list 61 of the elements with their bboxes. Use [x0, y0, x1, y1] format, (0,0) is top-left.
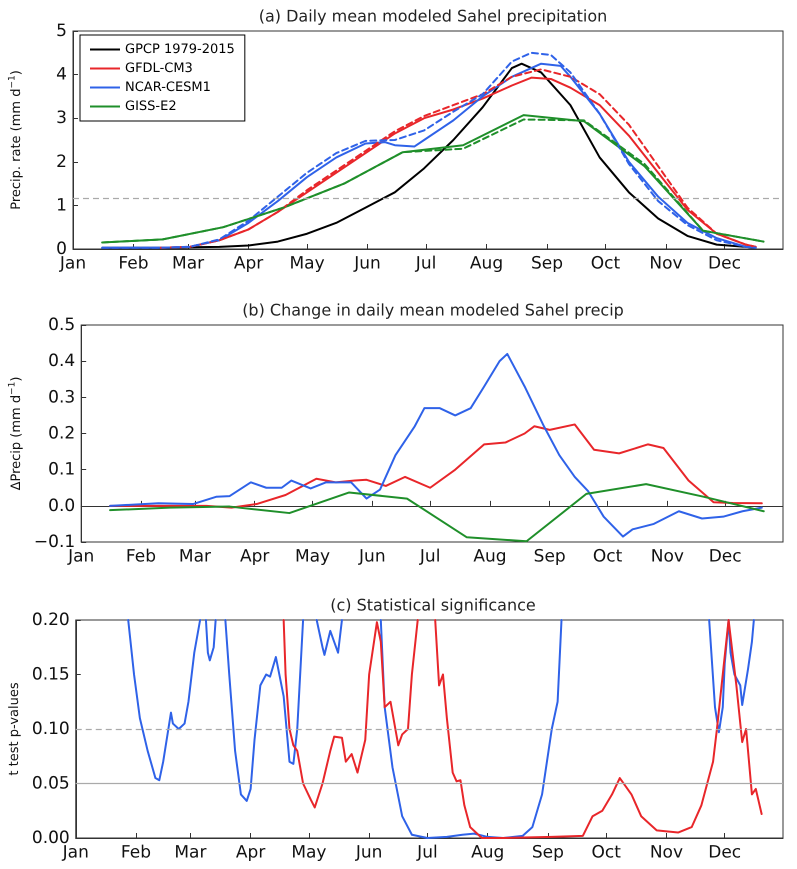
legend-label: GFDL-CM3 — [125, 61, 193, 76]
x-tick-label: Sep — [530, 254, 564, 274]
x-tick-label: Jan — [62, 842, 89, 862]
x-tick-label: Jun — [354, 842, 382, 862]
x-tick-label: Aug — [471, 842, 504, 862]
y-tick-label: 0.1 — [48, 460, 76, 480]
x-tick-label: May — [289, 254, 325, 274]
x-tick-label: Nov — [650, 842, 684, 862]
y-tick-label: 0.0 — [48, 496, 76, 516]
y-axis-title: ΔPrecip (mm d−1) — [8, 376, 24, 490]
x-tick-label: Dec — [708, 254, 741, 274]
y-tick-label: 5 — [56, 21, 67, 41]
x-tick-label: Feb — [118, 254, 149, 274]
y-tick-label: 0.5 — [48, 315, 76, 335]
x-tick-label: Jul — [416, 842, 438, 862]
y-tick-label: 0.15 — [32, 664, 70, 684]
x-tick-label: Jun — [358, 546, 386, 566]
x-tick-label: Sep — [534, 546, 566, 566]
x-tick-label: Sep — [532, 842, 564, 862]
legend-label: GISS-E2 — [125, 99, 177, 114]
x-tick-label: Nov — [649, 254, 683, 274]
x-tick-label: Mar — [172, 254, 204, 274]
x-tick-label: Jul — [414, 254, 436, 274]
x-tick-label: Aug — [470, 254, 504, 274]
x-tick-label: Feb — [126, 546, 156, 566]
x-tick-label: Oct — [591, 842, 622, 862]
y-tick-label: 0.05 — [32, 774, 70, 794]
y-tick-label: 0.3 — [48, 387, 76, 408]
y-tick-label: 2 — [56, 152, 67, 172]
x-tick-label: Apr — [236, 842, 266, 862]
x-tick-label: Feb — [120, 842, 152, 862]
x-tick-label: May — [291, 842, 326, 862]
x-tick-label: Jul — [418, 546, 440, 566]
chart-title: (a) Daily mean modeled Sahel precipitation — [258, 6, 608, 26]
x-tick-label: Jan — [58, 254, 86, 274]
x-tick-label: Jan — [67, 546, 94, 566]
y-tick-label: 0.20 — [32, 610, 70, 630]
y-axis-title: t test p-values — [7, 682, 22, 776]
chart-title: (c) Statistical significance — [330, 596, 536, 614]
x-tick-label: Oct — [592, 546, 623, 566]
x-tick-label: Mar — [174, 842, 206, 862]
y-tick-label: 0.2 — [48, 424, 76, 444]
chart-title: (b) Change in daily mean modeled Sahel precip — [242, 300, 624, 320]
y-tick-label: 1 — [56, 195, 67, 216]
x-tick-label: Apr — [240, 546, 270, 566]
legend-label: NCAR-CESM1 — [125, 80, 211, 95]
x-tick-label: Dec — [708, 546, 742, 566]
x-tick-label: Jun — [353, 254, 381, 274]
y-axis-title: Precip. rate (mm d−1) — [8, 70, 24, 210]
x-tick-label: Oct — [590, 254, 621, 274]
x-tick-label: Mar — [178, 546, 211, 566]
x-tick-label: Nov — [650, 546, 684, 566]
x-tick-label: Apr — [234, 254, 264, 274]
y-tick-label: 0.10 — [32, 719, 70, 739]
legend-label: GPCP 1979-2015 — [125, 42, 235, 57]
x-tick-label: May — [294, 546, 330, 566]
y-tick-label: 4 — [56, 64, 67, 85]
y-tick-label: 0.4 — [48, 351, 76, 372]
y-tick-label: 3 — [56, 108, 67, 128]
x-tick-label: Aug — [473, 546, 507, 566]
x-tick-label: Dec — [708, 842, 742, 862]
